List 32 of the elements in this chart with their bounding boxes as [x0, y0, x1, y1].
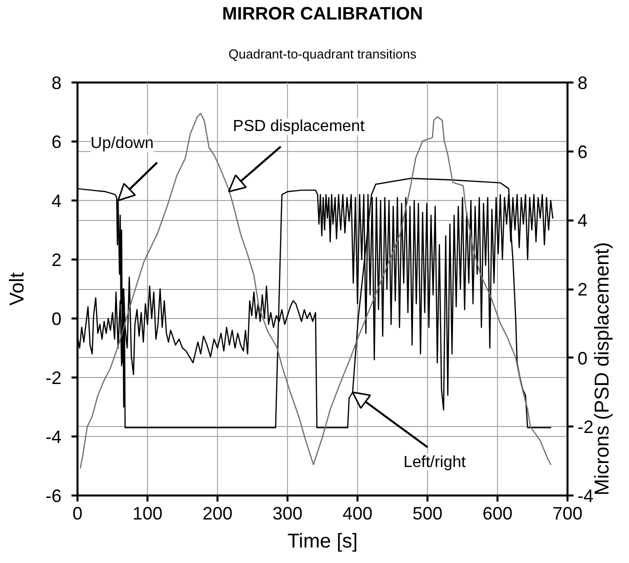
y2-tick-label: 6: [578, 142, 588, 162]
x-tick-label: 300: [272, 504, 303, 524]
x-tick-label: 600: [482, 504, 513, 524]
y-tick-label: 2: [51, 250, 62, 270]
x-tick-label: 400: [342, 504, 373, 524]
y2-tick-label: 8: [578, 73, 588, 93]
y2-axis-title: Microns (PSD displacement): [592, 242, 614, 496]
x-tick-label: 0: [72, 504, 83, 524]
annotation: Up/down: [90, 135, 154, 152]
y-tick-label: -4: [45, 427, 62, 447]
y-tick-label: 8: [51, 73, 62, 93]
y-tick-label: 4: [51, 191, 62, 211]
y-tick-label: 6: [51, 132, 62, 152]
y-tick-label: -2: [45, 368, 62, 388]
chart-title: MIRROR CALIBRATION: [222, 4, 423, 24]
y-axis-title: Volt: [6, 272, 28, 306]
y2-tick-label: 2: [578, 280, 588, 300]
line-series: [80, 112, 552, 469]
y2-tick-label: -2: [578, 417, 594, 438]
x-tick-label: 700: [552, 504, 583, 524]
y2-tick-label: 4: [578, 210, 588, 231]
x-tick-label: 100: [132, 504, 163, 524]
y-tick-label: -6: [45, 486, 62, 506]
x-tick-label: 500: [412, 504, 443, 524]
y2-tick-label: 0: [578, 348, 588, 368]
annotation: PSD displacement: [232, 118, 366, 136]
y2-tick-label: -4: [578, 486, 594, 506]
chart-subtitle: Quadrant-to-quadrant transitions: [228, 46, 417, 62]
y-tick-label: 0: [51, 309, 62, 329]
x-tick-label: 200: [202, 504, 233, 524]
annotation: Left/right: [403, 454, 466, 471]
x-axis-title: Time [s]: [287, 530, 358, 552]
